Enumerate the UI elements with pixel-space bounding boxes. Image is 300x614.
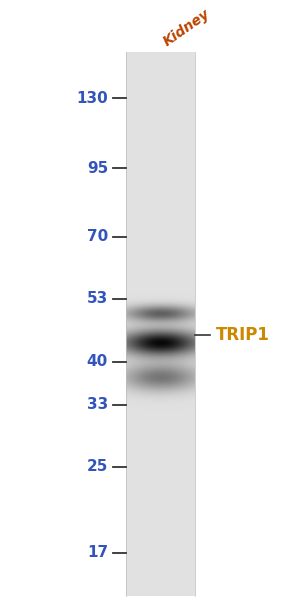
Text: 33: 33 — [87, 397, 108, 412]
FancyBboxPatch shape — [126, 52, 195, 596]
Text: 53: 53 — [87, 291, 108, 306]
Text: 40: 40 — [87, 354, 108, 369]
Text: Kidney: Kidney — [160, 7, 212, 49]
Text: 25: 25 — [87, 459, 108, 474]
Text: 95: 95 — [87, 161, 108, 176]
Text: 70: 70 — [87, 229, 108, 244]
Text: 17: 17 — [87, 545, 108, 560]
Text: TRIP1: TRIP1 — [216, 327, 270, 344]
Text: 130: 130 — [76, 91, 108, 106]
